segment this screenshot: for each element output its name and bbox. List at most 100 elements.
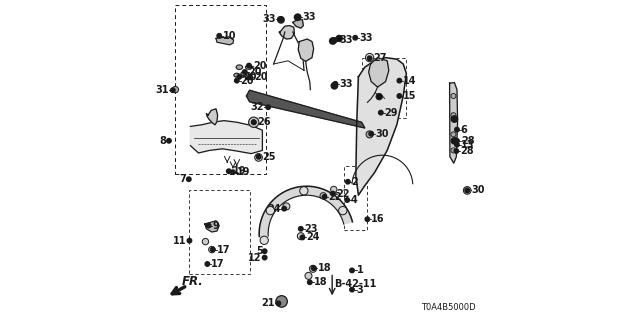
Circle shape [283, 203, 290, 210]
Circle shape [451, 148, 456, 153]
Circle shape [336, 35, 342, 42]
Text: 22: 22 [328, 192, 342, 202]
Circle shape [312, 266, 316, 270]
Circle shape [333, 82, 338, 86]
Circle shape [349, 268, 355, 273]
Circle shape [248, 117, 259, 127]
Polygon shape [205, 221, 219, 232]
Circle shape [451, 138, 458, 144]
Text: 6: 6 [461, 124, 468, 135]
Circle shape [282, 206, 287, 211]
Polygon shape [369, 58, 388, 87]
Text: 13: 13 [461, 140, 474, 150]
Circle shape [251, 120, 256, 125]
Polygon shape [259, 186, 353, 236]
Polygon shape [356, 58, 406, 195]
Bar [175, 5, 266, 174]
Ellipse shape [246, 75, 252, 79]
Text: 32: 32 [251, 102, 264, 112]
Text: 22: 22 [337, 188, 350, 199]
Circle shape [346, 180, 350, 184]
Text: 31: 31 [156, 85, 169, 95]
Circle shape [243, 70, 247, 74]
Circle shape [330, 191, 335, 196]
Circle shape [252, 120, 256, 124]
Text: 12: 12 [248, 252, 262, 263]
Circle shape [170, 88, 175, 92]
Circle shape [454, 149, 458, 153]
Circle shape [353, 36, 357, 40]
Text: 33: 33 [359, 33, 372, 43]
Circle shape [294, 14, 301, 20]
Text: 23: 23 [305, 224, 318, 234]
Circle shape [300, 235, 305, 240]
Text: 18: 18 [317, 263, 331, 273]
Text: 19: 19 [237, 167, 250, 177]
Circle shape [202, 238, 209, 245]
Polygon shape [206, 109, 218, 125]
Circle shape [369, 132, 374, 136]
Text: 26: 26 [258, 117, 271, 127]
Text: 33: 33 [339, 79, 353, 89]
Circle shape [463, 187, 471, 194]
Circle shape [305, 272, 312, 279]
Circle shape [300, 187, 308, 195]
Text: T0A4B5000D: T0A4B5000D [422, 303, 476, 312]
Circle shape [455, 139, 460, 143]
Circle shape [397, 94, 402, 98]
Text: 4: 4 [351, 195, 358, 205]
Circle shape [378, 110, 383, 115]
Text: 33: 33 [339, 35, 353, 45]
Circle shape [331, 186, 337, 193]
Circle shape [451, 116, 458, 122]
Text: 20: 20 [254, 72, 268, 83]
Circle shape [187, 177, 191, 181]
Text: 27: 27 [373, 53, 387, 63]
Circle shape [278, 17, 282, 21]
Circle shape [367, 56, 372, 60]
Circle shape [366, 131, 373, 138]
Circle shape [451, 93, 456, 99]
Bar [189, 190, 250, 274]
Text: FR.: FR. [182, 275, 204, 288]
Circle shape [262, 249, 267, 253]
Text: 18: 18 [314, 277, 327, 287]
Circle shape [365, 217, 370, 221]
Circle shape [166, 139, 172, 143]
Circle shape [298, 233, 305, 240]
Circle shape [231, 170, 236, 174]
Polygon shape [292, 19, 303, 28]
Circle shape [276, 296, 287, 307]
Circle shape [349, 287, 355, 292]
Circle shape [376, 93, 383, 100]
Circle shape [296, 14, 301, 19]
Text: 9: 9 [212, 220, 219, 231]
Text: 20: 20 [253, 60, 266, 71]
Text: 5: 5 [256, 246, 263, 256]
Ellipse shape [236, 65, 243, 69]
Text: 20: 20 [243, 72, 257, 82]
Circle shape [278, 17, 284, 23]
Polygon shape [191, 121, 262, 154]
Circle shape [330, 38, 336, 44]
Text: 14: 14 [403, 76, 417, 86]
Circle shape [255, 154, 262, 161]
Text: 20: 20 [249, 67, 262, 77]
Circle shape [172, 86, 179, 93]
Circle shape [206, 223, 211, 228]
Circle shape [209, 246, 215, 253]
Circle shape [455, 127, 460, 132]
Text: 24: 24 [307, 232, 320, 243]
Text: 10: 10 [223, 31, 237, 41]
Text: 24: 24 [267, 204, 280, 214]
Text: 21: 21 [262, 298, 275, 308]
Text: 3: 3 [357, 284, 364, 295]
Circle shape [248, 75, 253, 80]
Text: 28: 28 [460, 146, 474, 156]
Circle shape [345, 198, 349, 202]
Bar [344, 166, 367, 230]
Text: 17: 17 [211, 259, 225, 269]
Polygon shape [216, 37, 234, 45]
Polygon shape [246, 90, 365, 128]
Text: 7: 7 [179, 174, 186, 184]
